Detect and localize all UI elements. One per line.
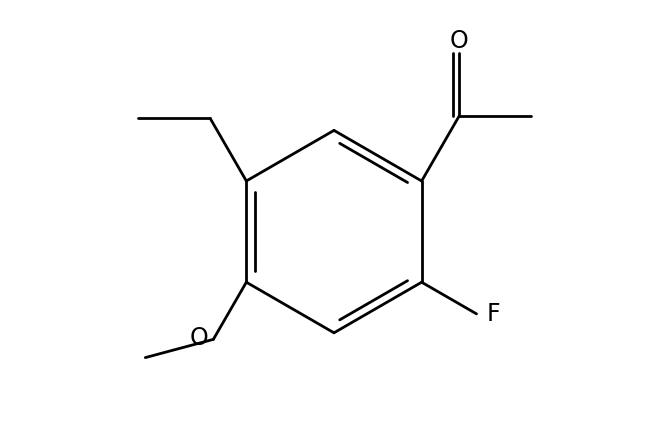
Text: F: F — [486, 302, 500, 326]
Text: O: O — [450, 30, 468, 54]
Text: O: O — [190, 326, 208, 350]
